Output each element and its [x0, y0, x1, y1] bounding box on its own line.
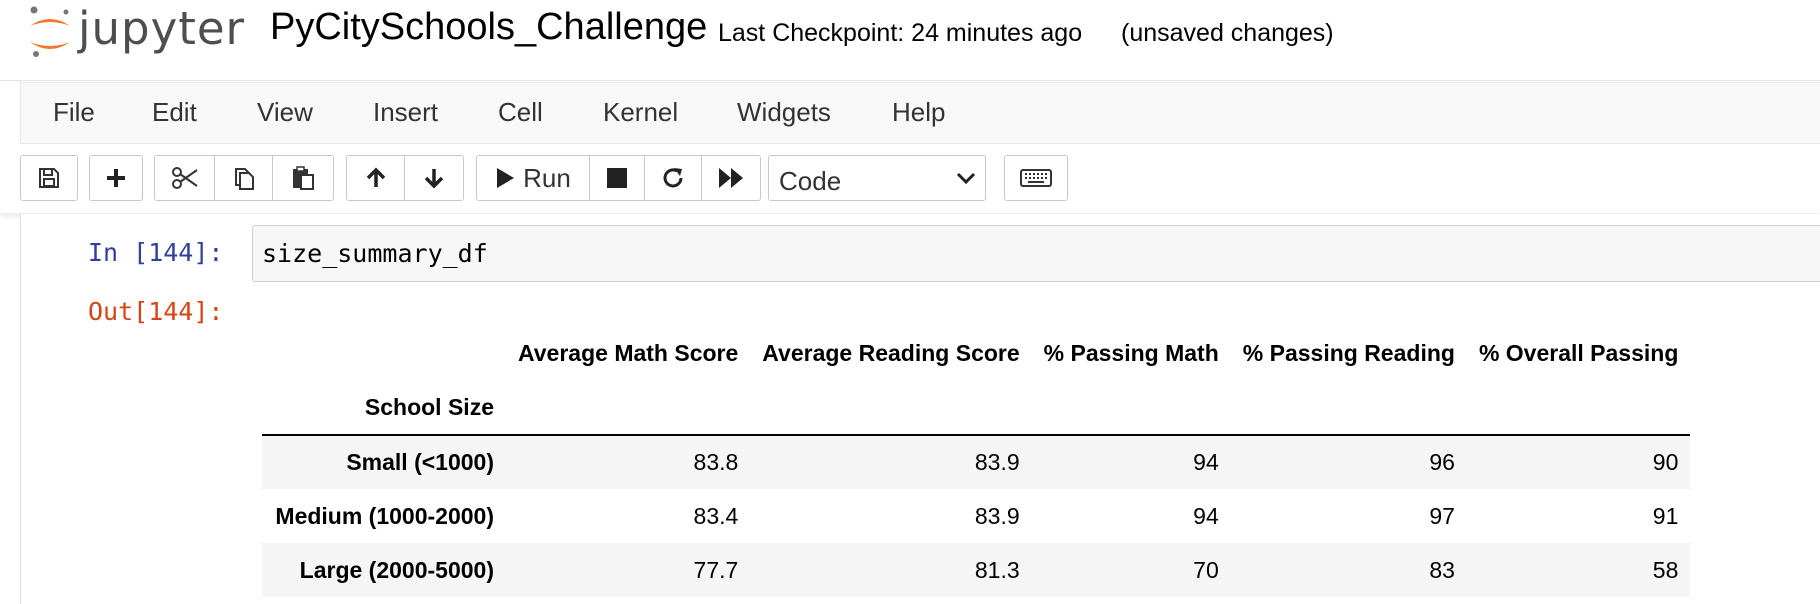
menu-insert[interactable]: Insert — [373, 97, 439, 127]
menu-help[interactable]: Help — [892, 97, 946, 127]
table-cell: 77.7 — [693, 556, 739, 583]
menu-view[interactable]: View — [257, 97, 313, 127]
table-cell: 81.3 — [974, 556, 1020, 583]
keyboard-icon — [1020, 169, 1052, 187]
table-row: Large (2000-5000) 77.7 81.3 70 83 58 — [262, 543, 1691, 597]
table-cell: 90 — [1652, 449, 1679, 475]
unsaved-changes-status: (unsaved changes) — [1121, 19, 1334, 47]
restart-kernel-button[interactable] — [644, 155, 702, 201]
input-prompt: In [144]: — [88, 238, 224, 267]
row-index: Large (2000-5000) — [299, 556, 494, 583]
save-icon — [39, 168, 59, 188]
table-cell: 94 — [1193, 502, 1219, 529]
interrupt-kernel-button[interactable] — [589, 155, 645, 201]
command-palette-button[interactable] — [1004, 155, 1068, 201]
fast-forward-icon — [719, 168, 743, 188]
index-name: School Size — [262, 380, 506, 436]
dataframe-table: Average Math Score Average Reading Score… — [262, 326, 1691, 597]
move-up-button[interactable] — [346, 155, 405, 201]
table-cell: 58 — [1652, 556, 1679, 583]
paste-icon — [293, 166, 314, 190]
cell-type-value: Code — [779, 166, 842, 196]
table-cell: 96 — [1429, 449, 1455, 475]
play-icon — [497, 168, 515, 188]
copy-button[interactable] — [214, 155, 273, 201]
output-prompt: Out[144]: — [88, 297, 224, 326]
menubar: File Edit View Insert Cell Kernel Widget… — [20, 82, 1820, 144]
paste-button[interactable] — [272, 155, 334, 201]
table-cell: 97 — [1429, 502, 1455, 529]
table-cell: 94 — [1193, 449, 1219, 475]
cut-button[interactable] — [154, 155, 215, 201]
restart-icon — [663, 168, 683, 188]
table-cell: 70 — [1193, 556, 1219, 583]
checkpoint-status: Last Checkpoint: 24 minutes ago — [718, 19, 1083, 47]
table-cell: 83.9 — [974, 449, 1020, 475]
arrow-down-icon — [424, 169, 444, 189]
column-header: % Passing Reading — [1242, 339, 1455, 366]
stop-icon — [607, 168, 627, 188]
table-cell: 83 — [1429, 556, 1455, 583]
cell-type-select[interactable]: Code — [768, 155, 986, 201]
table-cell: 83.8 — [693, 449, 739, 475]
jupyter-logo-icon — [30, 6, 70, 57]
notebook-header: jupyter PyCitySchools_Challenge Last Che… — [0, 0, 1820, 81]
menu-cell[interactable]: Cell — [498, 97, 543, 127]
move-down-button[interactable] — [404, 155, 464, 201]
logo-text: jupyter — [78, 2, 246, 55]
dataframe-header-row: Average Math Score Average Reading Score… — [262, 326, 1690, 380]
chevron-down-icon — [956, 172, 976, 185]
code-cell-input[interactable]: size_summary_df — [252, 225, 1820, 282]
menu-file[interactable]: File — [53, 97, 95, 127]
arrow-up-icon — [366, 167, 385, 187]
table-cell: 83.4 — [693, 502, 739, 529]
column-header: % Passing Math — [1043, 339, 1219, 366]
row-index: Medium (1000-2000) — [275, 502, 494, 529]
jupyter-logo[interactable]: jupyter — [26, 2, 246, 64]
restart-run-all-button[interactable] — [701, 155, 761, 201]
insert-cell-button[interactable] — [89, 155, 143, 201]
dataframe-index-name-row: School Size — [262, 380, 1691, 436]
column-header: Average Reading Score — [762, 339, 1020, 366]
run-label: Run — [523, 162, 571, 193]
table-row: Medium (1000-2000) 83.4 83.9 94 97 91 — [262, 489, 1690, 543]
save-button[interactable] — [20, 155, 78, 201]
toolbar: Run Code — [0, 145, 1820, 213]
scissors-icon — [171, 167, 198, 189]
plus-icon — [107, 169, 125, 187]
menu-kernel[interactable]: Kernel — [603, 97, 679, 127]
notebook-title[interactable]: PyCitySchools_Challenge — [270, 6, 708, 48]
copy-icon — [234, 168, 254, 190]
code-text: size_summary_df — [262, 239, 488, 268]
table-cell: 83.9 — [974, 502, 1020, 529]
menu-widgets[interactable]: Widgets — [737, 97, 831, 127]
run-button[interactable]: Run — [476, 155, 590, 201]
table-cell: 91 — [1652, 502, 1679, 529]
column-header: Average Math Score — [518, 339, 739, 366]
column-header: % Overall Passing — [1478, 339, 1679, 366]
column-header-blank — [262, 326, 506, 380]
table-row: Small (<1000) 83.8 83.9 94 96 90 — [262, 435, 1691, 489]
row-index: Small (<1000) — [346, 449, 494, 475]
menu-edit[interactable]: Edit — [152, 97, 197, 127]
